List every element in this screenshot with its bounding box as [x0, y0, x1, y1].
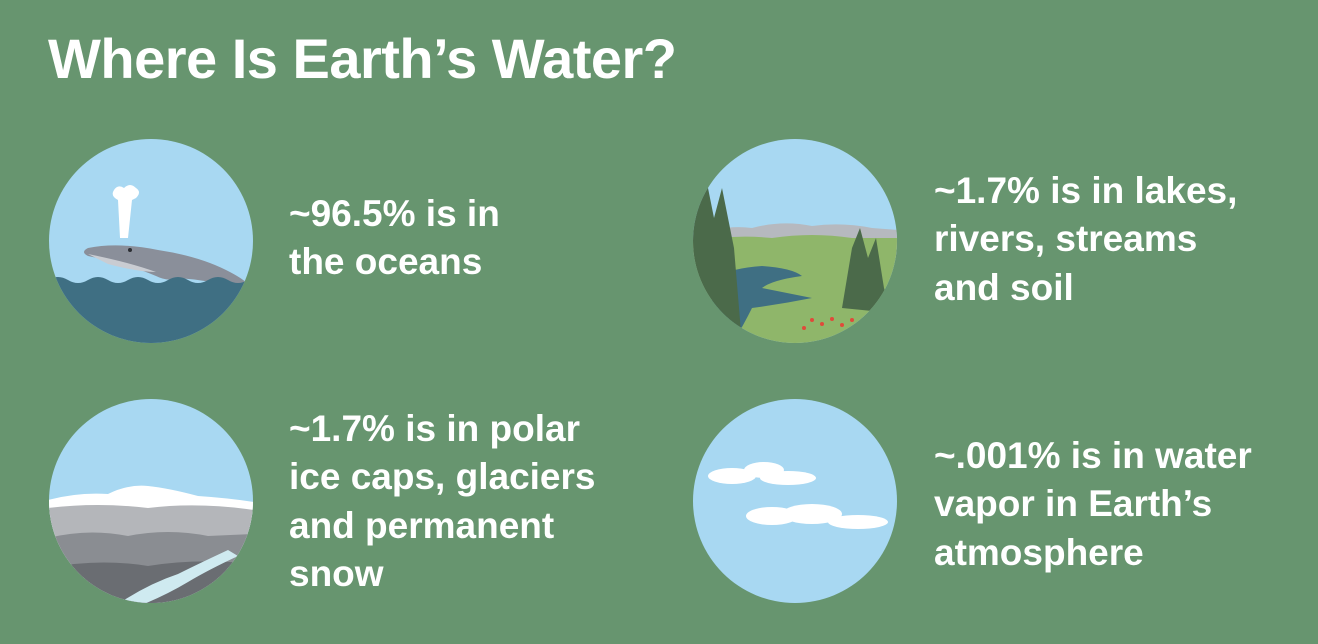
- lakes-rivers-icon: [693, 139, 897, 343]
- caption-line: ~1.7% is in lakes,: [934, 170, 1238, 211]
- page-title: Where Is Earth’s Water?: [48, 27, 677, 90]
- lakes-caption: ~1.7% is in lakes, rivers, streams and s…: [934, 167, 1294, 312]
- atmosphere-caption: ~.001% is in water vapor in Earth’s atmo…: [934, 432, 1294, 577]
- ocean-caption: ~96.5% is in the oceans: [289, 190, 649, 287]
- caption-line: ice caps, glaciers: [289, 456, 596, 498]
- caption-line: the oceans: [289, 241, 483, 283]
- caption-line: rivers, streams: [934, 218, 1198, 260]
- whale-ocean-icon: [49, 139, 253, 343]
- glacier-caption: ~1.7% is in polar ice caps, glaciers and…: [289, 405, 649, 599]
- atmosphere-illustration: [692, 398, 898, 604]
- caption-line: ~1.7% is in polar: [289, 408, 580, 449]
- caption-line: atmosphere: [934, 531, 1144, 573]
- glacier-icon: [49, 399, 253, 603]
- caption-line: and permanent: [289, 504, 555, 546]
- caption-line: ~.001% is in water: [934, 435, 1252, 476]
- ocean-illustration: [48, 138, 254, 344]
- caption-line: vapor in Earth’s: [934, 483, 1213, 525]
- caption-line: snow: [289, 553, 384, 595]
- clouds-icon: [693, 399, 897, 603]
- caption-line: and soil: [934, 266, 1074, 308]
- caption-line: ~96.5% is in: [289, 193, 500, 234]
- lakes-illustration: [692, 138, 898, 344]
- glacier-illustration: [48, 398, 254, 604]
